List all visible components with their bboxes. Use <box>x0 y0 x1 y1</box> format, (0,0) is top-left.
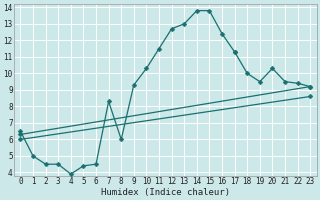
X-axis label: Humidex (Indice chaleur): Humidex (Indice chaleur) <box>101 188 230 197</box>
